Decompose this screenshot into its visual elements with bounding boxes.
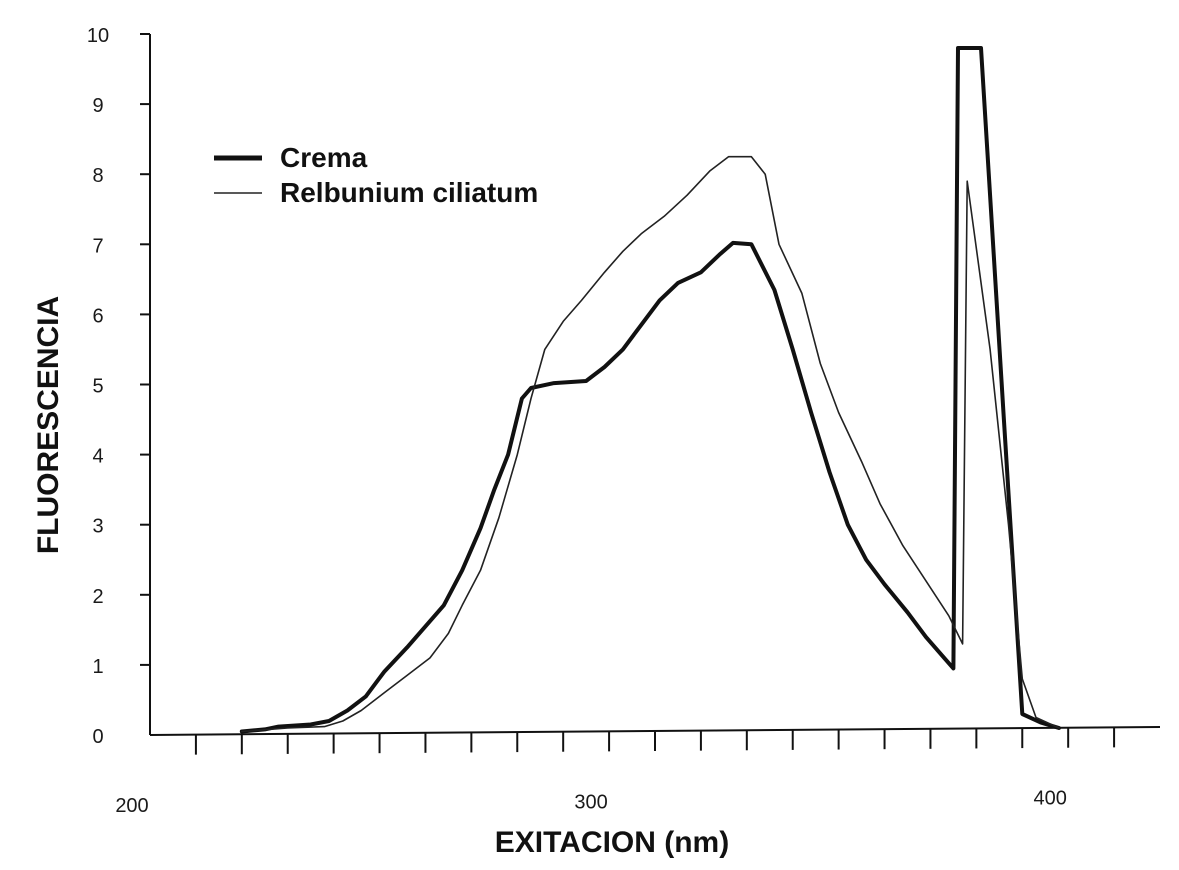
y-tick-label-7: 7 <box>92 235 103 257</box>
series-line-crema <box>239 46 1061 734</box>
legend: Crema Relbunium ciliatum <box>214 142 538 208</box>
x-ticks: 200 300 400 <box>115 727 1116 817</box>
y-axis-title: FLUORESCENCIA <box>32 296 65 554</box>
x-tick-label-300: 300 <box>574 791 607 813</box>
y-ticks: 0 1 2 3 4 5 6 7 8 9 10 <box>87 25 150 748</box>
y-tick-label-10: 10 <box>87 25 109 47</box>
legend-label-crema: Crema <box>280 142 368 173</box>
y-tick-label-1: 1 <box>92 656 103 678</box>
series-line-relbunium-ciliatum <box>241 155 1060 733</box>
series-layer <box>239 46 1061 734</box>
y-tick-label-3: 3 <box>92 516 103 538</box>
x-axis-title: EXITACION (nm) <box>495 826 729 859</box>
x-tick-label-200: 200 <box>115 795 148 817</box>
legend-label-relbunium: Relbunium ciliatum <box>280 177 538 208</box>
y-tick-label-0: 0 <box>92 726 103 748</box>
y-tick-label-4: 4 <box>92 446 103 468</box>
y-tick-label-6: 6 <box>92 305 103 327</box>
y-tick-label-9: 9 <box>92 95 103 117</box>
y-tick-label-5: 5 <box>92 376 103 398</box>
axes <box>149 34 1161 736</box>
y-tick-label-8: 8 <box>92 165 103 187</box>
x-tick-label-400: 400 <box>1033 788 1066 810</box>
y-tick-label-2: 2 <box>92 586 103 608</box>
